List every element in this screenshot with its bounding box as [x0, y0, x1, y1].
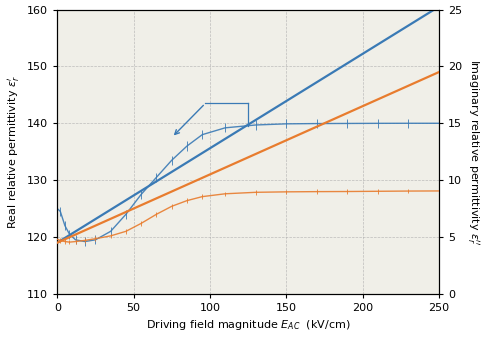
X-axis label: Driving field magnitude $E_{AC}$  (kV/cm): Driving field magnitude $E_{AC}$ (kV/cm) — [146, 318, 350, 333]
Y-axis label: Imaginary relative permittivity $\varepsilon^{\prime\prime}_r$: Imaginary relative permittivity $\vareps… — [466, 59, 482, 245]
Y-axis label: Real relative permittivity $\varepsilon^{\prime}_r$: Real relative permittivity $\varepsilon^… — [5, 75, 21, 228]
